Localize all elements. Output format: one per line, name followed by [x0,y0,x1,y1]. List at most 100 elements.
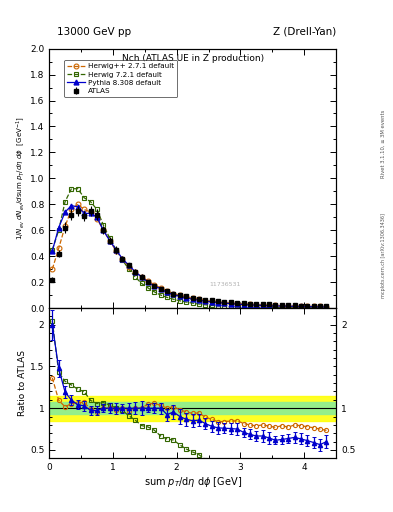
Herwig 7.2.1 default [95,206,99,212]
Herwig++ 2.7.1 default [248,302,252,308]
Herwig 7.2.1 default [190,300,195,306]
Herwig++ 2.7.1 default [216,299,220,305]
Text: 11736531: 11736531 [210,282,241,287]
Pythia 8.308 default [178,293,182,300]
Herwig 7.2.1 default [69,186,74,192]
Herwig++ 2.7.1 default [292,303,297,309]
Pythia 8.308 default [248,302,252,308]
Pythia 8.308 default [101,227,106,233]
Pythia 8.308 default [196,297,201,303]
Herwig 7.2.1 default [318,305,322,311]
Herwig++ 2.7.1 default [203,297,208,304]
Herwig 7.2.1 default [133,274,138,280]
Bar [49,402,336,414]
Herwig++ 2.7.1 default [222,300,227,306]
Herwig++ 2.7.1 default [190,295,195,302]
Pythia 8.308 default [324,304,329,310]
Text: mcplots.cern.ch [arXiv:1306.3436]: mcplots.cern.ch [arXiv:1306.3436] [381,214,386,298]
Herwig 7.2.1 default [178,297,182,304]
Herwig 7.2.1 default [145,285,150,291]
Herwig++ 2.7.1 default [228,300,233,306]
Pythia 8.308 default [184,295,189,301]
Herwig 7.2.1 default [286,305,290,311]
Herwig++ 2.7.1 default [241,301,246,307]
Pythia 8.308 default [286,303,290,309]
Herwig 7.2.1 default [305,305,310,311]
Pythia 8.308 default [114,247,118,253]
Pythia 8.308 default [127,262,131,268]
Herwig++ 2.7.1 default [152,282,157,288]
Herwig 7.2.1 default [292,305,297,311]
Herwig 7.2.1 default [235,304,240,310]
Herwig++ 2.7.1 default [139,274,144,280]
Pythia 8.308 default [158,286,163,292]
Herwig++ 2.7.1 default [101,227,106,233]
Herwig 7.2.1 default [196,301,201,307]
Herwig 7.2.1 default [241,304,246,310]
Herwig 7.2.1 default [324,305,329,311]
Herwig 7.2.1 default [171,296,176,302]
Pythia 8.308 default [254,302,259,308]
Herwig 7.2.1 default [75,186,80,192]
Herwig 7.2.1 default [50,247,55,253]
Herwig++ 2.7.1 default [196,296,201,303]
Herwig++ 2.7.1 default [235,301,240,307]
Herwig++ 2.7.1 default [178,292,182,298]
Pythia 8.308 default [311,304,316,310]
Herwig++ 2.7.1 default [318,304,322,310]
Herwig++ 2.7.1 default [75,201,80,207]
Herwig 7.2.1 default [267,304,272,310]
Herwig++ 2.7.1 default [299,303,303,309]
Pythia 8.308 default [171,291,176,297]
Pythia 8.308 default [88,210,93,217]
Herwig 7.2.1 default [114,247,118,253]
Pythia 8.308 default [241,302,246,308]
Herwig++ 2.7.1 default [69,206,74,212]
Herwig++ 2.7.1 default [145,278,150,284]
Herwig++ 2.7.1 default [165,288,169,294]
Herwig 7.2.1 default [101,222,106,228]
Herwig++ 2.7.1 default [209,298,214,304]
Pythia 8.308 default [318,304,322,310]
Pythia 8.308 default [69,203,74,209]
Pythia 8.308 default [279,303,284,309]
Pythia 8.308 default [222,300,227,306]
Bar [49,396,336,421]
Herwig 7.2.1 default [120,257,125,263]
Pythia 8.308 default [50,248,55,254]
Herwig++ 2.7.1 default [311,303,316,309]
Pythia 8.308 default [139,274,144,280]
Pythia 8.308 default [152,283,157,289]
Pythia 8.308 default [190,296,195,302]
Pythia 8.308 default [305,304,310,310]
Herwig++ 2.7.1 default [95,216,99,222]
Herwig 7.2.1 default [152,289,157,295]
Text: Rivet 3.1.10, ≥ 3M events: Rivet 3.1.10, ≥ 3M events [381,109,386,178]
Herwig 7.2.1 default [248,304,252,310]
Herwig++ 2.7.1 default [324,304,329,310]
Pythia 8.308 default [228,301,233,307]
Herwig++ 2.7.1 default [305,303,310,309]
Herwig 7.2.1 default [273,305,278,311]
Herwig++ 2.7.1 default [50,266,55,272]
Herwig 7.2.1 default [311,305,316,311]
Pythia 8.308 default [107,238,112,244]
Herwig 7.2.1 default [82,195,86,201]
Pythia 8.308 default [145,279,150,285]
Herwig 7.2.1 default [203,302,208,308]
Herwig 7.2.1 default [127,266,131,272]
Herwig 7.2.1 default [165,294,169,301]
Herwig 7.2.1 default [254,304,259,310]
Herwig 7.2.1 default [222,303,227,309]
Herwig++ 2.7.1 default [127,264,131,270]
Pythia 8.308 default [209,299,214,305]
Herwig++ 2.7.1 default [88,209,93,215]
Pythia 8.308 default [273,303,278,309]
Herwig 7.2.1 default [158,292,163,298]
Herwig 7.2.1 default [88,199,93,205]
Pythia 8.308 default [120,255,125,262]
Herwig++ 2.7.1 default [171,290,176,296]
Herwig 7.2.1 default [63,199,68,205]
Herwig++ 2.7.1 default [56,245,61,251]
Herwig++ 2.7.1 default [82,206,86,212]
